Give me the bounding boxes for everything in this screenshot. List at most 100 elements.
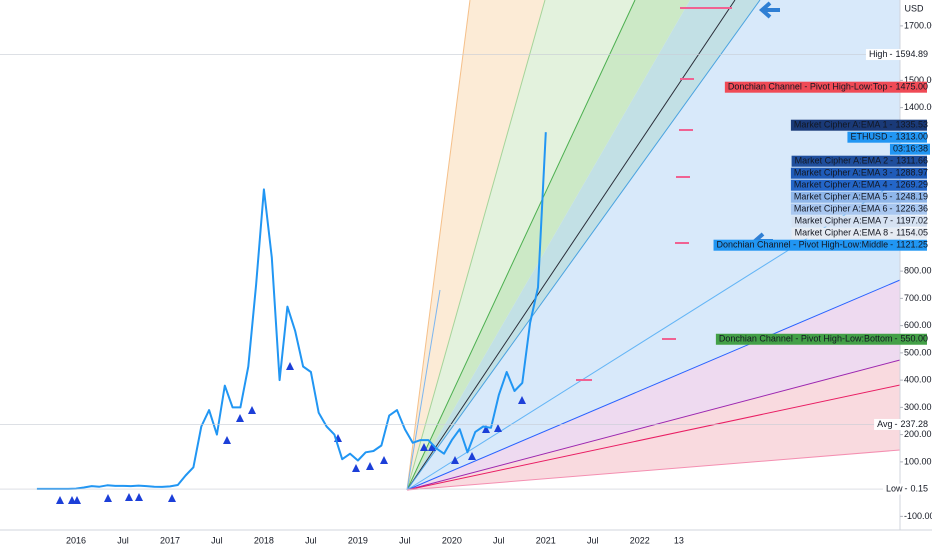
triangle <box>482 425 490 433</box>
price-line <box>36 132 547 490</box>
separator: - <box>889 82 892 92</box>
price-label-box <box>790 167 927 179</box>
triangle <box>135 493 143 501</box>
price-label-value: 1248.19 <box>895 192 928 202</box>
x-tick-label: 13 <box>674 535 684 545</box>
x-tick-label: 2016 <box>66 535 86 545</box>
price-label-value: 1288.97 <box>895 168 928 178</box>
triangle <box>56 496 64 504</box>
price-label-name: Market Cipher A:EMA 8 <box>795 228 889 238</box>
separator: - <box>889 168 892 178</box>
price-label-value: 237.28 <box>900 419 928 429</box>
separator: - <box>890 216 893 226</box>
triangle <box>223 436 231 444</box>
triangle <box>468 452 476 460</box>
price-label-value: 1594.89 <box>895 49 928 59</box>
x-tick-label: 2021 <box>536 535 556 545</box>
price-label-box <box>865 49 927 61</box>
triangle <box>125 493 133 501</box>
triangle <box>494 424 502 432</box>
x-tick-label: Jul <box>305 535 317 545</box>
price-label-name: ETHUSD <box>850 132 888 142</box>
x-tick-label: Jul <box>211 535 223 545</box>
countdown: 03:16:38 <box>893 144 928 154</box>
x-tick-label: Jul <box>493 535 505 545</box>
y-tick-label: 800.00 <box>904 266 932 276</box>
fan-line <box>406 449 901 491</box>
y-tick-label: 400.00 <box>904 375 932 385</box>
currency-label: USD <box>904 3 924 13</box>
price-label-box <box>882 483 927 495</box>
fan-line <box>406 0 636 491</box>
price-label-box <box>847 131 927 143</box>
x-tick-label: Jul <box>399 535 411 545</box>
fan-line <box>406 0 761 491</box>
y-tick-label: -100.00 <box>904 511 932 521</box>
triangle <box>420 443 428 451</box>
price-label-box <box>790 191 927 203</box>
separator: - <box>889 49 892 59</box>
price-label-name: Donchian Channel - Pivot High-Low:Bottom <box>719 334 893 344</box>
x-tick-label: 2018 <box>254 535 274 545</box>
price-label-name: Market Cipher A:EMA 6 <box>794 204 888 214</box>
price-label-box <box>791 227 927 239</box>
triangle <box>380 456 388 464</box>
level-dashes <box>576 7 732 381</box>
y-tick-label: 200.00 <box>904 429 932 439</box>
separator: - <box>894 419 897 429</box>
price-label-value: 0.15 <box>910 483 928 493</box>
separator: - <box>889 180 892 190</box>
price-label-value: 1311.66 <box>896 156 928 166</box>
price-label-box <box>715 333 927 345</box>
y-tick-label: 1700.00 <box>904 20 932 30</box>
triangle <box>168 494 176 502</box>
price-label-box <box>713 239 927 251</box>
x-tick-label: 2017 <box>160 535 180 545</box>
price-label-box <box>790 203 927 215</box>
x-tick-label: Jul <box>117 535 129 545</box>
fan-line <box>406 359 901 491</box>
price-label-value: 550.00 <box>900 334 928 344</box>
price-label-box <box>791 155 927 167</box>
fan-line <box>406 0 736 491</box>
separator: - <box>890 240 893 250</box>
x-tick-label: 2019 <box>348 535 368 545</box>
triangle <box>286 362 294 370</box>
separator: - <box>889 204 892 214</box>
fan-line <box>406 0 471 491</box>
price-label-name: Market Cipher A:EMA 2 <box>795 156 889 166</box>
separator: - <box>904 483 907 493</box>
triangle <box>104 494 112 502</box>
price-label-box <box>874 418 927 430</box>
price-label-box <box>790 119 927 131</box>
price-label-name: Market Cipher A:EMA 7 <box>795 216 889 226</box>
price-label-value: 1197.02 <box>896 216 928 226</box>
triangle <box>73 496 81 504</box>
fan-line <box>406 279 901 491</box>
fan-line <box>406 0 546 491</box>
price-label-name: Donchian Channel - Pivot High-Low:Middle <box>717 240 889 250</box>
triangle <box>248 406 256 414</box>
triangle <box>518 396 526 404</box>
price-label-name: Market Cipher A:EMA 1 <box>794 120 888 130</box>
x-tick-label: 2020 <box>442 535 462 545</box>
separator: - <box>894 334 897 344</box>
triangle <box>451 456 459 464</box>
price-label-name: Market Cipher A:EMA 5 <box>794 192 888 202</box>
price-labels: High 1594.89-Donchian Channel - Pivot Hig… <box>0 49 930 495</box>
triangle <box>352 464 360 472</box>
price-label-name: Donchian Channel - Pivot High-Low:Top <box>728 82 888 92</box>
separator: - <box>889 132 892 142</box>
y-tick-label: 700.00 <box>904 293 932 303</box>
arrow <box>758 1 780 19</box>
y-tick-label: 1400.00 <box>904 102 932 112</box>
y-tick-label: 600.00 <box>904 320 932 330</box>
price-label-value: 1121.25 <box>896 240 928 250</box>
price-label-name: Market Cipher A:EMA 4 <box>794 180 888 190</box>
countdown-box <box>889 143 930 155</box>
y-tick-label: 500.00 <box>904 347 932 357</box>
price-label-name: Low <box>886 483 903 493</box>
separator: - <box>889 120 892 130</box>
fan-zone <box>407 0 900 490</box>
